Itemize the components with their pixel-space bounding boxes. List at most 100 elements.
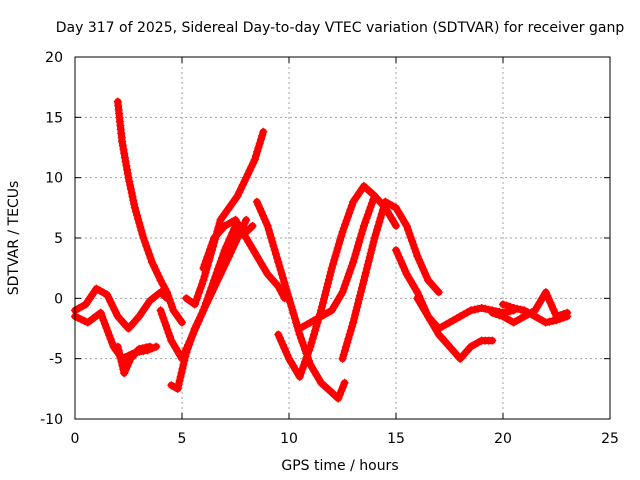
data-point-marker — [134, 215, 143, 224]
data-point-marker — [346, 205, 355, 214]
data-point-marker — [520, 306, 529, 315]
data-point-marker — [335, 390, 344, 399]
data-point-marker — [381, 197, 390, 206]
data-point-marker — [470, 305, 479, 314]
data-point-marker — [538, 316, 547, 325]
data-point-marker — [242, 215, 251, 224]
data-point-marker — [280, 344, 289, 353]
data-point-marker — [405, 229, 414, 238]
data-point-marker — [409, 240, 418, 249]
data-point-marker — [414, 255, 423, 264]
data-point-marker — [164, 329, 173, 337]
data-point-marker — [151, 265, 160, 274]
data-point-marker — [176, 372, 185, 381]
data-point-marker — [350, 314, 359, 323]
data-point-marker — [361, 218, 370, 227]
data-point-marker — [466, 342, 475, 351]
data-point-marker — [235, 188, 244, 197]
data-point-marker — [166, 299, 175, 308]
data-point-marker — [388, 201, 397, 210]
data-point-marker — [125, 177, 134, 186]
data-point-marker — [340, 346, 349, 355]
data-point-marker — [123, 165, 132, 174]
data-point-marker — [148, 258, 156, 267]
data-point-marker — [277, 337, 286, 346]
data-point-marker — [143, 246, 152, 255]
data-point-marker — [142, 242, 151, 250]
data-point-marker — [339, 382, 347, 391]
data-point-marker — [339, 350, 348, 359]
data-point-marker — [313, 314, 322, 323]
data-point-marker — [225, 252, 234, 261]
data-point-marker — [181, 347, 190, 356]
data-point-marker — [369, 195, 378, 204]
data-point-marker — [203, 295, 212, 304]
data-point-marker — [311, 326, 320, 335]
data-point-marker — [359, 221, 368, 230]
data-point-marker — [347, 201, 356, 210]
data-point-marker — [199, 264, 208, 273]
data-point-marker — [137, 226, 146, 235]
data-point-marker — [327, 264, 336, 273]
data-point-marker — [224, 219, 233, 228]
data-point-marker — [348, 322, 356, 331]
data-point-marker — [116, 354, 125, 362]
data-point-marker — [253, 147, 262, 156]
data-point-marker — [392, 246, 400, 255]
data-point-marker — [275, 334, 284, 342]
data-point-marker — [370, 234, 379, 242]
data-point-marker — [115, 350, 124, 359]
data-point-marker — [384, 199, 393, 208]
data-point-marker — [124, 173, 133, 182]
data-point-marker — [373, 226, 381, 234]
data-point-marker — [375, 217, 384, 226]
data-point-marker — [361, 268, 370, 277]
data-point-marker — [351, 310, 360, 319]
data-point-marker — [356, 291, 364, 300]
data-point-marker — [392, 221, 400, 230]
data-point-marker — [118, 141, 127, 150]
data-point-marker — [306, 318, 315, 327]
data-point-marker — [178, 354, 186, 363]
data-point-marker — [145, 250, 154, 259]
data-point-marker — [193, 292, 202, 301]
data-point-marker — [125, 358, 133, 367]
data-point-marker — [559, 313, 568, 322]
data-point-marker — [355, 295, 363, 304]
data-point-marker — [434, 324, 443, 333]
data-point-marker — [297, 369, 305, 377]
data-point-marker — [164, 291, 173, 300]
data-point-marker — [281, 282, 290, 291]
data-point-marker — [337, 232, 346, 240]
data-point-marker — [354, 242, 362, 250]
data-point-marker — [395, 253, 404, 261]
data-point-marker — [344, 334, 353, 343]
y-tick-label: 0 — [54, 291, 63, 307]
data-point-marker — [138, 230, 147, 239]
data-point-marker — [204, 291, 213, 300]
data-point-marker — [225, 235, 234, 244]
data-point-marker — [445, 318, 454, 327]
data-point-marker — [208, 237, 217, 246]
data-point-marker — [121, 365, 130, 374]
data-point-marker — [237, 184, 246, 193]
data-point-marker — [179, 360, 188, 369]
data-point-marker — [140, 238, 149, 246]
data-point-marker — [295, 372, 304, 381]
data-point-marker — [226, 248, 235, 257]
data-point-marker — [278, 340, 287, 349]
data-point-marker — [230, 225, 238, 234]
data-point-marker — [206, 287, 215, 296]
data-point-marker — [339, 224, 348, 233]
data-point-marker — [132, 207, 140, 216]
data-point-marker — [401, 266, 410, 275]
data-point-marker — [135, 218, 144, 227]
data-point-marker — [228, 228, 237, 237]
data-point-marker — [277, 270, 286, 279]
data-point-marker — [249, 159, 257, 168]
data-point-marker — [287, 302, 296, 311]
data-point-marker — [207, 283, 216, 292]
data-point-marker — [190, 327, 199, 336]
data-point-marker — [196, 284, 205, 293]
data-point-marker — [98, 312, 107, 321]
